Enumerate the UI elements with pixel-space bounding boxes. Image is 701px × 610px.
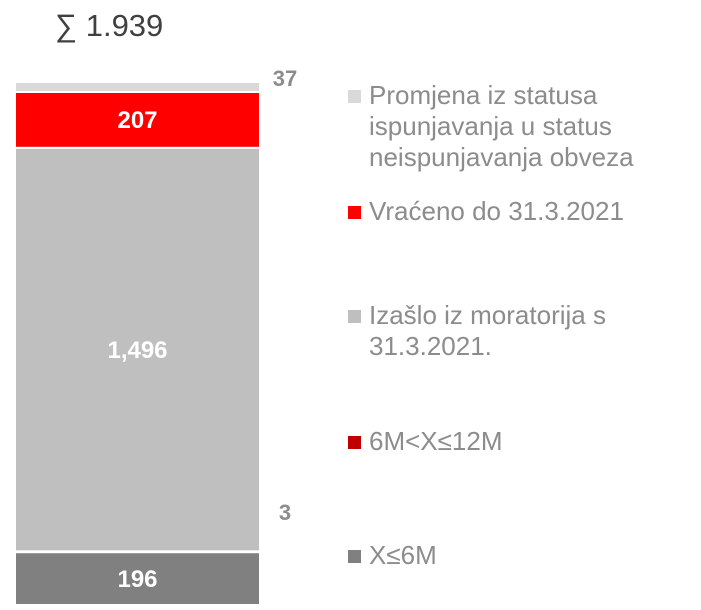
data-label: 37 xyxy=(273,66,297,91)
legend-label: Vraćeno do 31.3.2021 xyxy=(369,196,624,226)
data-label: 196 xyxy=(117,566,157,593)
data-label: 1,496 xyxy=(107,337,167,364)
legend-swatch xyxy=(348,206,361,219)
bar-segment xyxy=(14,81,261,93)
legend-entry: Vraćeno do 31.3.2021 xyxy=(348,196,693,227)
bar-segment xyxy=(14,551,261,606)
legend-label: 6M<X≤12M xyxy=(369,426,503,456)
data-label: 207 xyxy=(117,107,157,134)
legend-entry: Promjena iz statusa ispunjavanja u statu… xyxy=(348,80,693,173)
legend-swatch xyxy=(348,436,361,449)
legend-swatch xyxy=(348,90,361,103)
chart-title: ∑ 1.939 xyxy=(55,8,163,43)
legend-entry: Izašlo iz moratorija s 31.3.2021. xyxy=(348,300,693,362)
legend-label: Promjena iz statusa ispunjavanja u statu… xyxy=(369,80,634,172)
legend-entry: 6M<X≤12M xyxy=(348,426,693,457)
legend-swatch xyxy=(348,310,361,323)
data-label: 3 xyxy=(279,500,291,525)
legend-label: X≤6M xyxy=(369,540,437,570)
legend-entry: X≤6M xyxy=(348,540,693,571)
legend-swatch xyxy=(348,550,361,563)
legend-label: Izašlo iz moratorija s 31.3.2021. xyxy=(369,300,606,361)
